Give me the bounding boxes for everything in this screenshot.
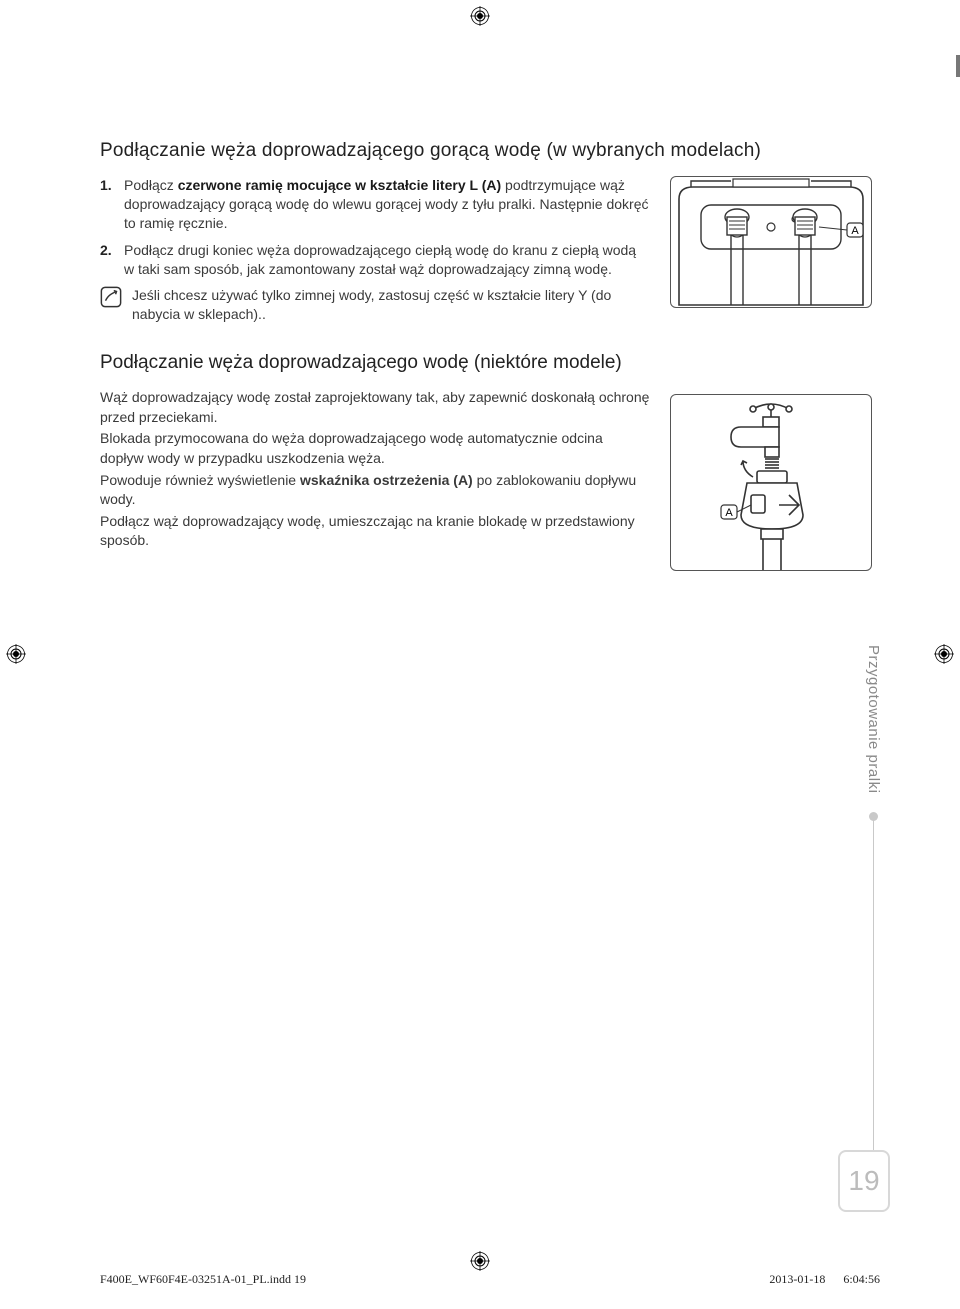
section-heading-water-hose: Podłączanie węża doprowadzającego wodę (… [100, 352, 870, 374]
figure2-label: A [725, 507, 733, 519]
para-4: Podłącz wąż doprowadzający wodę, umieszc… [100, 512, 650, 551]
figure-tap-lock: A [670, 394, 872, 571]
registration-mark-icon [470, 6, 490, 26]
figure-hot-water-inlet: A [670, 176, 872, 308]
para-2: Blokada przymocowana do węża doprowadzaj… [100, 429, 650, 468]
note-icon [100, 286, 122, 308]
note-block: Jeśli chcesz używać tylko zimnej wody, z… [100, 286, 650, 324]
para-1: Wąż doprowadzający wodę został zaprojekt… [100, 388, 650, 427]
step-1-bold: czerwone ramię mocujące w kształcie lite… [178, 177, 501, 193]
page-number: 19 [838, 1150, 890, 1212]
note-text: Jeśli chcesz używać tylko zimnej wody, z… [132, 286, 650, 324]
step-1: Podłącz czerwone ramię mocujące w kształ… [124, 176, 650, 233]
gutter-tick [956, 55, 960, 77]
footer-left: F400E_WF60F4E-03251A-01_PL.indd 19 [100, 1272, 306, 1287]
side-tab-label: Przygotowanie pralki [865, 645, 882, 793]
registration-mark-icon [934, 644, 954, 664]
para-3: Powoduje również wyświetlenie wskaźnika … [100, 471, 650, 510]
footer: F400E_WF60F4E-03251A-01_PL.indd 19 2013-… [100, 1272, 880, 1287]
para-3-prefix: Powoduje również wyświetlenie [100, 472, 300, 488]
section-heading-hot-water: Podłączanie węża doprowadzającego gorącą… [100, 140, 870, 162]
figure1-label: A [851, 225, 859, 237]
registration-mark-icon [470, 1251, 490, 1271]
steps-list: Podłącz czerwone ramię mocujące w kształ… [100, 176, 650, 278]
step-2: Podłącz drugi koniec węża doprowadzające… [124, 241, 650, 279]
para-3-bold: wskaźnika ostrzeżenia (A) [300, 472, 473, 488]
step-1-prefix: Podłącz [124, 177, 178, 193]
footer-right: 2013-01-18 6:04:56 [769, 1272, 880, 1287]
side-tab-line [873, 820, 874, 1150]
registration-mark-icon [6, 644, 26, 664]
